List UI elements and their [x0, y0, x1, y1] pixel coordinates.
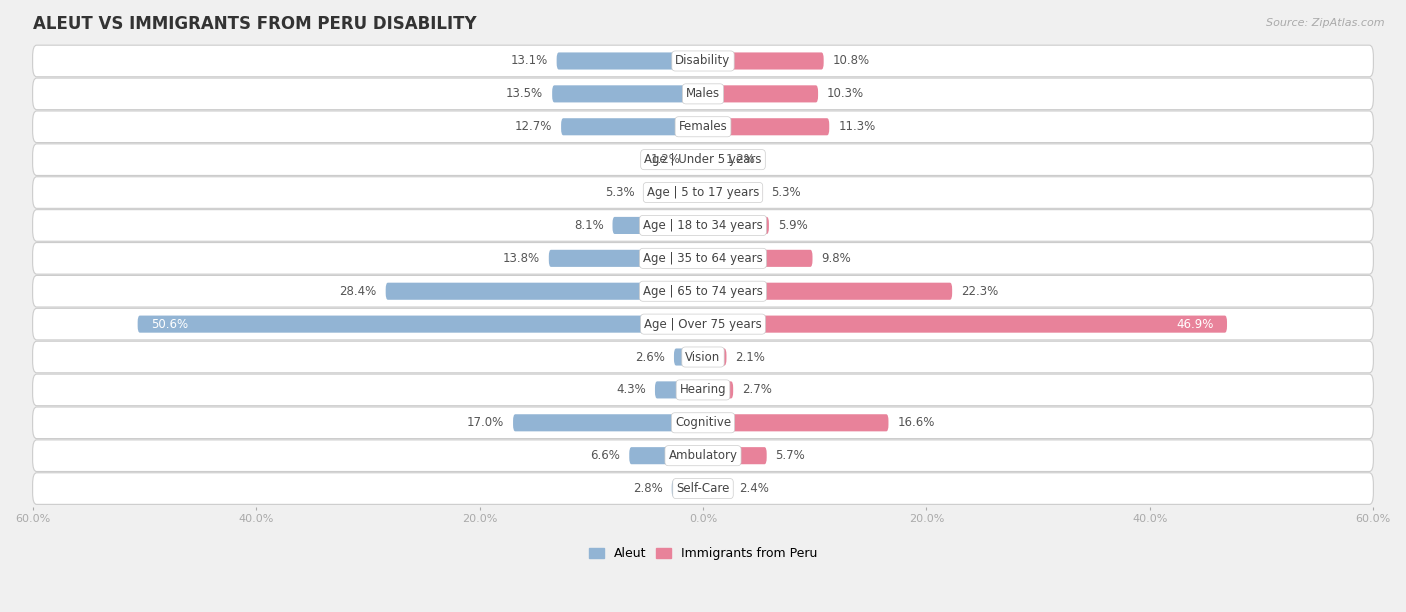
FancyBboxPatch shape [32, 374, 1374, 406]
FancyBboxPatch shape [32, 177, 1374, 208]
Text: 11.3%: 11.3% [838, 121, 876, 133]
FancyBboxPatch shape [32, 407, 1374, 439]
Text: Vision: Vision [685, 351, 721, 364]
FancyBboxPatch shape [32, 210, 1374, 241]
FancyBboxPatch shape [32, 308, 1374, 340]
FancyBboxPatch shape [703, 348, 727, 365]
Text: 10.3%: 10.3% [827, 88, 865, 100]
Text: 5.7%: 5.7% [776, 449, 806, 462]
FancyBboxPatch shape [644, 184, 703, 201]
FancyBboxPatch shape [703, 184, 762, 201]
FancyBboxPatch shape [32, 473, 1374, 504]
Text: 1.2%: 1.2% [725, 153, 755, 166]
FancyBboxPatch shape [513, 414, 703, 431]
FancyBboxPatch shape [703, 118, 830, 135]
FancyBboxPatch shape [703, 283, 952, 300]
Text: 16.6%: 16.6% [897, 416, 935, 429]
Text: ALEUT VS IMMIGRANTS FROM PERU DISABILITY: ALEUT VS IMMIGRANTS FROM PERU DISABILITY [32, 15, 477, 33]
FancyBboxPatch shape [673, 348, 703, 365]
Text: 22.3%: 22.3% [962, 285, 998, 297]
Text: Cognitive: Cognitive [675, 416, 731, 429]
Text: 5.3%: 5.3% [605, 186, 636, 199]
Text: 13.1%: 13.1% [510, 54, 548, 67]
FancyBboxPatch shape [655, 381, 703, 398]
Legend: Aleut, Immigrants from Peru: Aleut, Immigrants from Peru [583, 542, 823, 565]
FancyBboxPatch shape [32, 275, 1374, 307]
Text: Age | 65 to 74 years: Age | 65 to 74 years [643, 285, 763, 297]
Text: 13.8%: 13.8% [503, 252, 540, 265]
Text: 2.6%: 2.6% [636, 351, 665, 364]
FancyBboxPatch shape [32, 440, 1374, 471]
Text: 50.6%: 50.6% [150, 318, 188, 330]
FancyBboxPatch shape [557, 53, 703, 70]
FancyBboxPatch shape [703, 250, 813, 267]
FancyBboxPatch shape [703, 151, 717, 168]
Text: Age | 18 to 34 years: Age | 18 to 34 years [643, 219, 763, 232]
Text: Age | Under 5 years: Age | Under 5 years [644, 153, 762, 166]
Text: 10.8%: 10.8% [832, 54, 870, 67]
FancyBboxPatch shape [32, 111, 1374, 143]
Text: 2.8%: 2.8% [633, 482, 662, 495]
Text: 13.5%: 13.5% [506, 88, 543, 100]
FancyBboxPatch shape [553, 85, 703, 102]
Text: Disability: Disability [675, 54, 731, 67]
Text: 1.2%: 1.2% [651, 153, 681, 166]
Text: 6.6%: 6.6% [591, 449, 620, 462]
FancyBboxPatch shape [32, 242, 1374, 274]
Text: Females: Females [679, 121, 727, 133]
Text: Age | 35 to 64 years: Age | 35 to 64 years [643, 252, 763, 265]
FancyBboxPatch shape [703, 381, 733, 398]
FancyBboxPatch shape [672, 480, 703, 497]
FancyBboxPatch shape [703, 316, 1227, 333]
Text: 17.0%: 17.0% [467, 416, 505, 429]
FancyBboxPatch shape [613, 217, 703, 234]
FancyBboxPatch shape [32, 78, 1374, 110]
Text: 4.3%: 4.3% [616, 383, 645, 397]
FancyBboxPatch shape [32, 144, 1374, 176]
FancyBboxPatch shape [32, 45, 1374, 76]
Text: Ambulatory: Ambulatory [668, 449, 738, 462]
Text: Self-Care: Self-Care [676, 482, 730, 495]
FancyBboxPatch shape [703, 414, 889, 431]
Text: 2.1%: 2.1% [735, 351, 765, 364]
FancyBboxPatch shape [32, 341, 1374, 373]
Text: 9.8%: 9.8% [821, 252, 851, 265]
FancyBboxPatch shape [630, 447, 703, 465]
Text: 12.7%: 12.7% [515, 121, 553, 133]
Text: Age | Over 75 years: Age | Over 75 years [644, 318, 762, 330]
FancyBboxPatch shape [138, 316, 703, 333]
Text: 2.7%: 2.7% [742, 383, 772, 397]
FancyBboxPatch shape [548, 250, 703, 267]
FancyBboxPatch shape [703, 53, 824, 70]
FancyBboxPatch shape [689, 151, 703, 168]
Text: 5.3%: 5.3% [770, 186, 801, 199]
Text: Source: ZipAtlas.com: Source: ZipAtlas.com [1267, 18, 1385, 28]
FancyBboxPatch shape [703, 447, 766, 465]
Text: 8.1%: 8.1% [574, 219, 603, 232]
Text: Males: Males [686, 88, 720, 100]
FancyBboxPatch shape [703, 480, 730, 497]
Text: 46.9%: 46.9% [1177, 318, 1213, 330]
FancyBboxPatch shape [703, 217, 769, 234]
FancyBboxPatch shape [385, 283, 703, 300]
FancyBboxPatch shape [561, 118, 703, 135]
Text: Age | 5 to 17 years: Age | 5 to 17 years [647, 186, 759, 199]
FancyBboxPatch shape [703, 85, 818, 102]
Text: 28.4%: 28.4% [339, 285, 377, 297]
Text: 2.4%: 2.4% [738, 482, 769, 495]
Text: Hearing: Hearing [679, 383, 727, 397]
Text: 5.9%: 5.9% [778, 219, 807, 232]
